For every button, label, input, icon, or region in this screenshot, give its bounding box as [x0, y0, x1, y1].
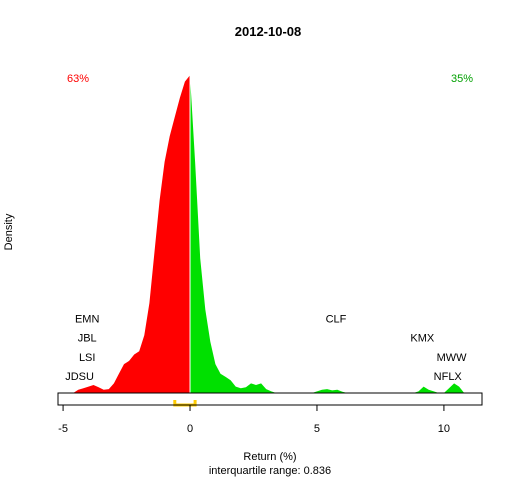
x-axis: -5 0 5 10: [58, 404, 450, 435]
pct-negative: 63%: [67, 73, 89, 85]
x-tick-label: 0: [187, 423, 193, 435]
ticker-label: NFLX: [434, 371, 463, 383]
ticker-label: MWW: [437, 352, 468, 364]
ticker-label: LSI: [79, 352, 96, 364]
ticker-label: EMN: [75, 313, 100, 325]
positive-density-area: [190, 75, 465, 393]
x-tick-label: 5: [314, 423, 320, 435]
ticker-label: CLF: [326, 313, 347, 325]
pct-positive: 35%: [451, 73, 473, 85]
negative-density-area: [73, 75, 190, 393]
ticker-label: KMX: [410, 333, 435, 345]
iqr-caption: interquartile range: 0.836: [209, 465, 331, 477]
x-axis-label: Return (%): [243, 451, 296, 463]
y-axis-label: Density: [3, 213, 15, 250]
ticker-label: JBL: [78, 333, 97, 345]
ticker-label: JDSU: [65, 371, 94, 383]
x-tick-label: 10: [438, 423, 450, 435]
x-tick-label: -5: [58, 423, 68, 435]
iqr-bracket: [173, 400, 197, 407]
plot-frame: [57, 392, 483, 406]
chart-title: 2012-10-08: [235, 24, 302, 39]
